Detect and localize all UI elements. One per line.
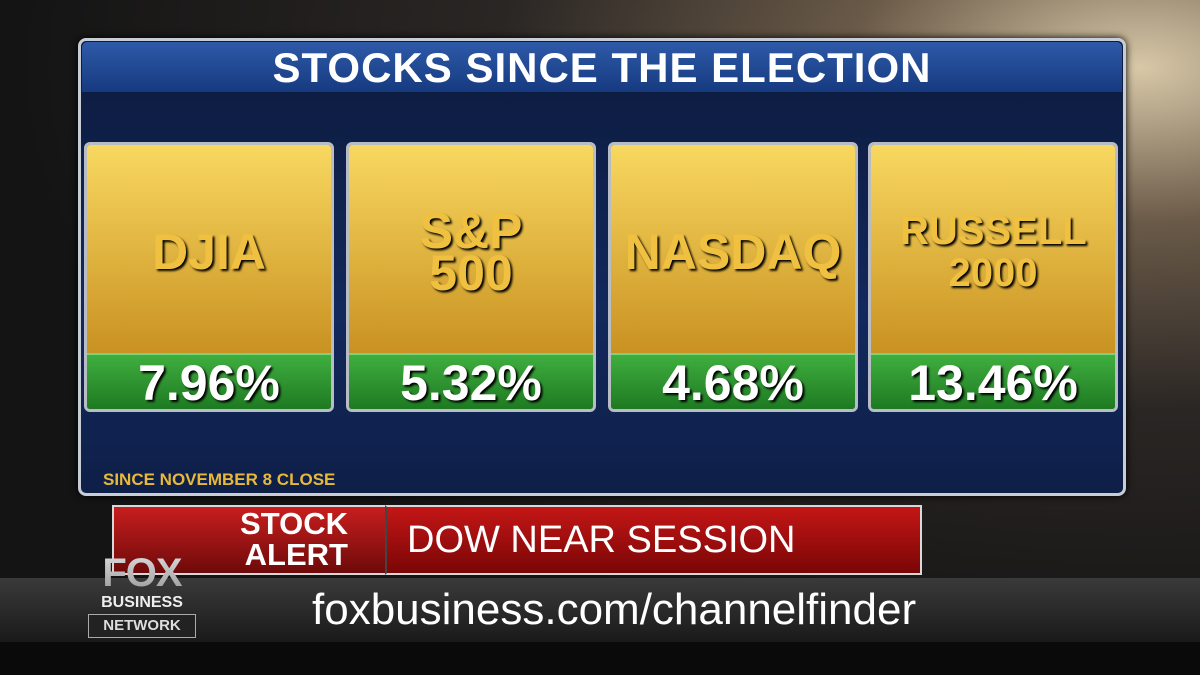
logo-top: FOX <box>84 552 200 594</box>
index-name: S&P 500 <box>349 145 593 358</box>
ticker-bar <box>0 578 1200 642</box>
title: STOCKS SINCE THE ELECTION <box>82 42 1122 92</box>
card: RUSSELL 2000 13.46% <box>868 142 1118 412</box>
bottom-strip <box>0 642 1200 675</box>
index-change: 4.68% <box>611 353 855 409</box>
card: DJIA 7.96% <box>84 142 334 412</box>
alert-headline: DOW NEAR SESSION HIGHS <box>385 505 922 627</box>
index-name: DJIA <box>87 145 331 358</box>
alert-label: STOCK ALERT <box>238 508 348 570</box>
alert-label-bottom: ALERT <box>244 537 348 572</box>
card: S&P 500 5.32% <box>346 142 596 412</box>
logo-middle: BUSINESS <box>101 594 183 611</box>
logo: FOX BUSINESS NETWORK <box>84 552 200 640</box>
index-name: NASDAQ <box>611 145 855 358</box>
card: NASDAQ 4.68% <box>608 142 858 412</box>
index-change: 7.96% <box>87 353 331 409</box>
index-name: RUSSELL 2000 <box>871 145 1115 358</box>
ticker-text: foxbusiness.com/channelfinder <box>312 585 917 634</box>
logo-bottom: NETWORK <box>88 614 196 638</box>
alert-badge <box>112 505 385 575</box>
index-change: 13.46% <box>871 353 1115 409</box>
index-change: 5.32% <box>349 353 593 409</box>
alert-label-top: STOCK <box>240 506 348 541</box>
footnote: SINCE NOVEMBER 8 CLOSE <box>103 470 336 489</box>
